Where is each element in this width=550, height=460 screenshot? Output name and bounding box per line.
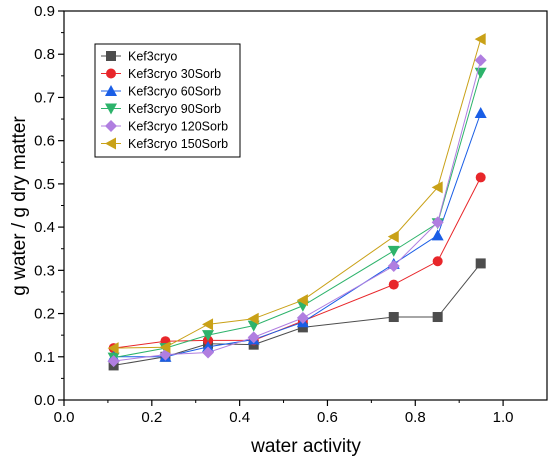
series-line	[113, 60, 482, 362]
x-tick-label: 0.8	[405, 409, 426, 426]
data-point	[159, 341, 171, 354]
series-line	[113, 38, 482, 349]
data-point	[296, 311, 309, 324]
legend-label: Kef3cryo	[128, 50, 177, 64]
data-point	[431, 181, 443, 194]
data-point	[388, 312, 399, 323]
x-axis-label: water activity	[250, 436, 361, 457]
data-point	[247, 331, 260, 344]
data-point	[107, 355, 120, 368]
series-line	[113, 177, 482, 349]
data-point	[474, 107, 487, 119]
data-point	[475, 172, 486, 183]
series-line	[113, 112, 482, 358]
y-tick-label: 0.8	[34, 46, 55, 63]
legend-label: Kef3cryo 120Sorb	[128, 120, 228, 134]
data-point	[387, 245, 400, 257]
data-point	[475, 258, 486, 269]
y-tick-label: 0.3	[34, 262, 55, 279]
data-point	[297, 322, 308, 333]
data-point	[432, 312, 443, 323]
y-axis-label: g water / g dry matter	[9, 116, 30, 296]
legend-label: Kef3cryo 150Sorb	[128, 137, 228, 151]
data-point	[431, 229, 444, 241]
series-kef3cryo-30sorb	[108, 172, 486, 354]
data-point	[431, 216, 444, 229]
y-tick-label: 0.0	[34, 392, 55, 409]
legend-marker	[105, 137, 116, 150]
data-point	[474, 54, 487, 67]
data-point	[296, 294, 308, 307]
series-line	[113, 72, 482, 359]
series-kef3cryo-150sorb	[107, 33, 486, 355]
y-tick-label: 0.7	[34, 89, 55, 106]
data-point	[387, 260, 400, 273]
legend-marker	[106, 68, 116, 79]
x-tick-label: 1.0	[493, 409, 514, 426]
legend-marker	[105, 85, 117, 96]
y-tick-label: 0.6	[34, 133, 55, 150]
data-point	[247, 312, 259, 325]
legend-marker	[105, 103, 117, 115]
data-point	[107, 342, 119, 355]
y-tick-label: 0.5	[34, 176, 55, 193]
x-tick-label: 0.4	[229, 409, 250, 426]
legend-label: Kef3cryo 60Sorb	[128, 85, 221, 99]
legend-label: Kef3cryo 30Sorb	[128, 67, 221, 81]
x-tick-label: 0.6	[317, 409, 338, 426]
legend-label: Kef3cryo 90Sorb	[128, 102, 221, 116]
legend-marker	[105, 120, 117, 132]
data-point	[202, 318, 214, 331]
y-tick-label: 0.2	[34, 306, 55, 323]
legend-box	[94, 43, 241, 158]
x-tick-label: 0.2	[141, 409, 162, 426]
y-tick-label: 0.9	[34, 3, 55, 20]
y-tick-label: 0.1	[34, 349, 55, 366]
y-tick-label: 0.4	[34, 219, 55, 236]
data-point	[202, 346, 215, 359]
legend-marker	[106, 51, 116, 61]
data-point	[432, 256, 443, 267]
x-tick-label: 0.0	[54, 409, 75, 426]
data-point	[202, 340, 215, 352]
data-point	[202, 330, 215, 342]
data-point	[474, 33, 486, 46]
data-point	[387, 230, 399, 243]
data-point	[388, 279, 399, 290]
